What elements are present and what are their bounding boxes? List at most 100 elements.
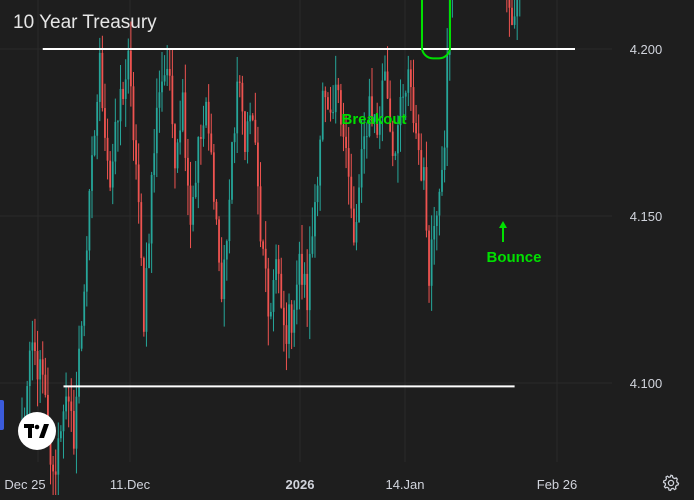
candle-body (438, 191, 441, 216)
candle (228, 179, 231, 254)
candle (212, 144, 215, 210)
candle (316, 176, 319, 217)
candle (179, 100, 182, 155)
candle (308, 226, 311, 340)
candle (168, 48, 171, 91)
candle (264, 221, 267, 293)
breakout-highlight (421, 0, 451, 60)
candle-body (137, 164, 140, 203)
candle (295, 260, 298, 325)
candle (314, 184, 316, 258)
candle (363, 112, 366, 174)
side-panel-tab[interactable] (0, 400, 4, 430)
candle-body (202, 125, 205, 139)
candle-body (420, 150, 423, 181)
candle (438, 188, 441, 236)
candle (425, 141, 428, 238)
candle-body (171, 75, 174, 125)
candle-body (148, 243, 150, 269)
candle-body (67, 396, 70, 402)
candle-body (288, 304, 290, 344)
candle-body (150, 174, 153, 244)
candle (52, 455, 55, 497)
candle (67, 386, 70, 428)
candle (199, 124, 202, 165)
candle (150, 171, 153, 273)
candle-body (422, 167, 425, 181)
candle-body (267, 268, 270, 317)
candle-body (282, 307, 285, 326)
candle-body (290, 304, 293, 333)
candle (280, 257, 283, 309)
candle-body (508, 0, 511, 8)
candle-body (163, 75, 166, 82)
candle (124, 59, 127, 127)
candle-body (257, 142, 259, 187)
candle-body (254, 119, 257, 143)
candle (513, 0, 516, 29)
candle (409, 60, 412, 111)
candle (404, 90, 407, 121)
candle-body (176, 142, 179, 169)
candle-body (78, 348, 80, 397)
candle (220, 237, 223, 303)
candle-body (88, 190, 91, 251)
candle-body (168, 68, 171, 76)
candle-body (347, 148, 350, 177)
candle (72, 389, 75, 455)
candle (347, 127, 350, 205)
tradingview-logo[interactable] (18, 412, 56, 450)
x-tick-label: 11.Dec (110, 477, 151, 492)
candle-body (114, 121, 117, 162)
candle-body (155, 107, 158, 154)
chart-settings-button[interactable] (661, 473, 681, 493)
candle-body (161, 81, 163, 93)
candle-body (446, 54, 449, 148)
candle (122, 81, 125, 105)
candle (319, 135, 322, 211)
chart-title: 10 Year Treasury (13, 12, 157, 33)
candle (184, 64, 187, 172)
candle (519, 0, 521, 17)
candle (378, 106, 381, 149)
candle-body (36, 351, 39, 380)
candle (189, 161, 192, 249)
candle (360, 120, 363, 203)
candle-body (179, 130, 182, 143)
candle (114, 98, 117, 175)
candle (241, 75, 244, 135)
candle (109, 151, 112, 192)
candle-body (184, 92, 187, 158)
x-axis[interactable]: Dec 25 11.Dec 2026 14.Jan Feb 26 (4, 477, 577, 492)
candle-body (430, 239, 433, 286)
candle-body (62, 411, 65, 432)
candle (205, 97, 207, 128)
candle-body (280, 273, 283, 308)
candle-body (417, 133, 420, 151)
candle (210, 113, 213, 155)
candle-body (91, 155, 93, 191)
candle (443, 130, 446, 183)
candle-body (192, 197, 195, 225)
candle (41, 341, 44, 394)
candle-body (269, 311, 272, 317)
candle-body (277, 259, 280, 274)
x-tick-label: Feb 26 (537, 477, 577, 492)
candle-body (249, 115, 252, 122)
candle (373, 114, 376, 134)
candle (420, 133, 423, 182)
candle (176, 138, 179, 173)
candle (269, 302, 272, 320)
candle (28, 341, 31, 415)
candle (355, 204, 358, 251)
candle-body (324, 90, 327, 98)
candle (93, 130, 96, 157)
candle-body (360, 149, 363, 188)
candle-body (394, 153, 397, 156)
candle (137, 143, 140, 224)
candle-body (298, 253, 301, 285)
candle-body (72, 410, 75, 449)
